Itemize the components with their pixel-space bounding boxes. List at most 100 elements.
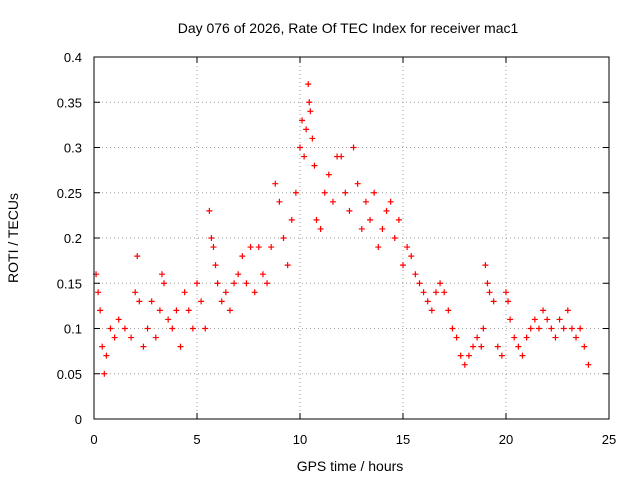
- data-point: [391, 235, 398, 241]
- data-point: [284, 262, 291, 269]
- data-point: [156, 307, 163, 314]
- data-point: [371, 189, 378, 196]
- data-point: [189, 325, 196, 332]
- data-point: [540, 307, 547, 314]
- y-tick-label: 0.4: [64, 50, 82, 65]
- x-tick-label: 20: [499, 432, 513, 447]
- data-point: [317, 225, 324, 232]
- data-point: [552, 334, 559, 341]
- y-tick-label: 0.35: [57, 95, 82, 110]
- data-point: [404, 244, 411, 251]
- y-tick-label: 0.3: [64, 141, 82, 156]
- data-point: [305, 81, 312, 88]
- data-point: [453, 334, 460, 341]
- data-point: [568, 325, 575, 332]
- chart-title: Day 076 of 2026, Rate Of TEC Index for r…: [178, 20, 519, 36]
- data-point: [519, 352, 526, 359]
- data-point: [299, 117, 306, 124]
- data-point: [212, 262, 219, 269]
- y-tick-label: 0: [75, 412, 82, 427]
- data-point: [321, 189, 328, 196]
- data-point: [523, 334, 530, 341]
- data-point: [272, 180, 279, 187]
- data-point: [140, 343, 147, 350]
- data-point: [535, 325, 542, 332]
- y-tick-label: 0.2: [64, 231, 82, 246]
- data-point: [486, 289, 493, 296]
- data-point: [303, 126, 310, 133]
- data-point: [259, 271, 266, 278]
- data-point: [292, 189, 299, 196]
- data-point: [358, 225, 365, 232]
- data-point: [136, 298, 143, 305]
- data-point: [313, 216, 320, 223]
- data-point: [152, 334, 159, 341]
- data-point: [128, 334, 135, 341]
- data-point: [577, 325, 584, 332]
- y-axis-label: ROTI / TECUs: [5, 193, 21, 283]
- data-point: [161, 280, 168, 287]
- data-point: [449, 325, 456, 332]
- data-point: [206, 207, 213, 214]
- data-point: [432, 289, 439, 296]
- data-point: [379, 225, 386, 232]
- data-points: [93, 81, 592, 377]
- data-point: [494, 343, 501, 350]
- data-point: [169, 325, 176, 332]
- data-point: [470, 343, 477, 350]
- data-point: [325, 171, 332, 178]
- axis-ticks: 0 5 10 15 20 25 0 0.05 0.1 0.15 0.2 0.25 0.3 0.35 0.4: [57, 50, 617, 447]
- data-point: [226, 307, 233, 314]
- data-point: [527, 325, 534, 332]
- data-point: [111, 334, 118, 341]
- data-point: [177, 343, 184, 350]
- data-point: [585, 361, 592, 368]
- data-point: [338, 153, 345, 160]
- data-point: [97, 307, 104, 314]
- y-tick-label: 0.05: [57, 367, 82, 382]
- data-point: [243, 280, 250, 287]
- data-point: [144, 325, 151, 332]
- data-point: [342, 189, 349, 196]
- data-point: [387, 198, 394, 205]
- data-point: [507, 316, 514, 323]
- data-point: [101, 370, 108, 377]
- data-point: [239, 253, 246, 260]
- y-tick-label: 0.25: [57, 186, 82, 201]
- data-point: [210, 244, 217, 251]
- data-point: [309, 135, 316, 142]
- data-point: [408, 253, 415, 260]
- data-point: [515, 343, 522, 350]
- data-point: [441, 289, 448, 296]
- data-point: [354, 180, 361, 187]
- data-point: [581, 343, 588, 350]
- data-point: [208, 235, 215, 241]
- plot-frame: [93, 56, 610, 420]
- data-point: [573, 334, 580, 341]
- grid-lines: [94, 57, 609, 419]
- data-point: [255, 244, 262, 251]
- data-point: [465, 352, 472, 359]
- data-point: [400, 262, 406, 269]
- data-point: [490, 298, 497, 305]
- data-point: [484, 280, 491, 287]
- x-tick-label: 10: [293, 432, 307, 447]
- data-point: [306, 99, 313, 106]
- data-point: [329, 198, 336, 205]
- x-axis-label: GPS time / hours: [297, 458, 404, 474]
- data-point: [412, 271, 419, 278]
- data-point: [437, 280, 444, 287]
- data-point: [268, 244, 275, 251]
- data-point: [420, 289, 427, 296]
- data-point: [480, 325, 487, 332]
- data-point: [288, 216, 295, 223]
- data-point: [235, 271, 242, 278]
- x-tick-label: 0: [90, 432, 97, 447]
- data-point: [115, 316, 122, 323]
- data-point: [173, 307, 180, 314]
- data-point: [362, 198, 369, 205]
- data-point: [95, 289, 102, 296]
- data-point: [375, 244, 382, 251]
- data-point: [560, 325, 567, 332]
